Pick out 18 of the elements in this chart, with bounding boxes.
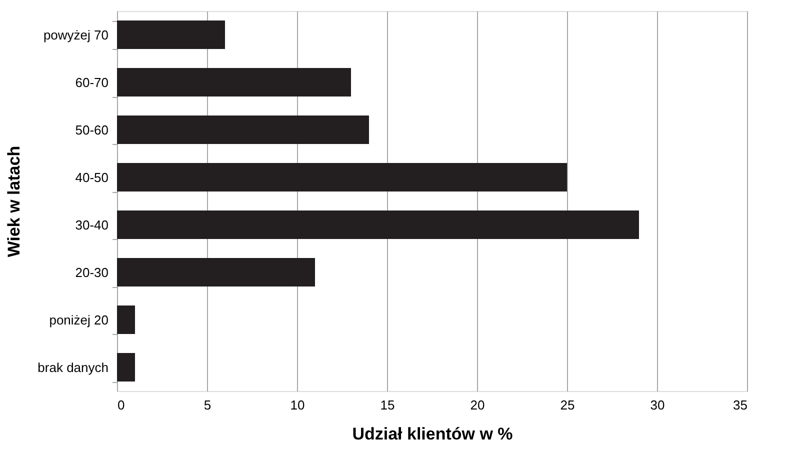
x-tick-label: 20 bbox=[470, 398, 485, 412]
y-tick-label: 40-50 bbox=[75, 170, 108, 185]
x-tick-label: 25 bbox=[560, 398, 575, 412]
y-tick-label: 50-60 bbox=[75, 122, 108, 138]
y-tick-label: powyżej 70 bbox=[43, 27, 108, 42]
x-tick-label: 5 bbox=[204, 398, 212, 412]
x-tick-label: 10 bbox=[290, 398, 305, 412]
y-tick-label: poniżej 20 bbox=[49, 312, 108, 328]
x-tick-label: 0 bbox=[118, 398, 125, 412]
y-tick-label: 30-40 bbox=[75, 217, 108, 232]
y-tick-label: 60-70 bbox=[75, 74, 108, 90]
x-tick-label: 30 bbox=[650, 398, 665, 412]
y-tick-label: brak danych bbox=[38, 360, 108, 375]
x-tick-label: 15 bbox=[380, 398, 395, 412]
y-axis-title: Wiek w latach bbox=[4, 146, 24, 258]
x-axis-title: Udział klientów w % bbox=[352, 424, 513, 444]
y-tick-label: 20-30 bbox=[75, 264, 108, 280]
x-tick-label: 35 bbox=[733, 398, 748, 412]
